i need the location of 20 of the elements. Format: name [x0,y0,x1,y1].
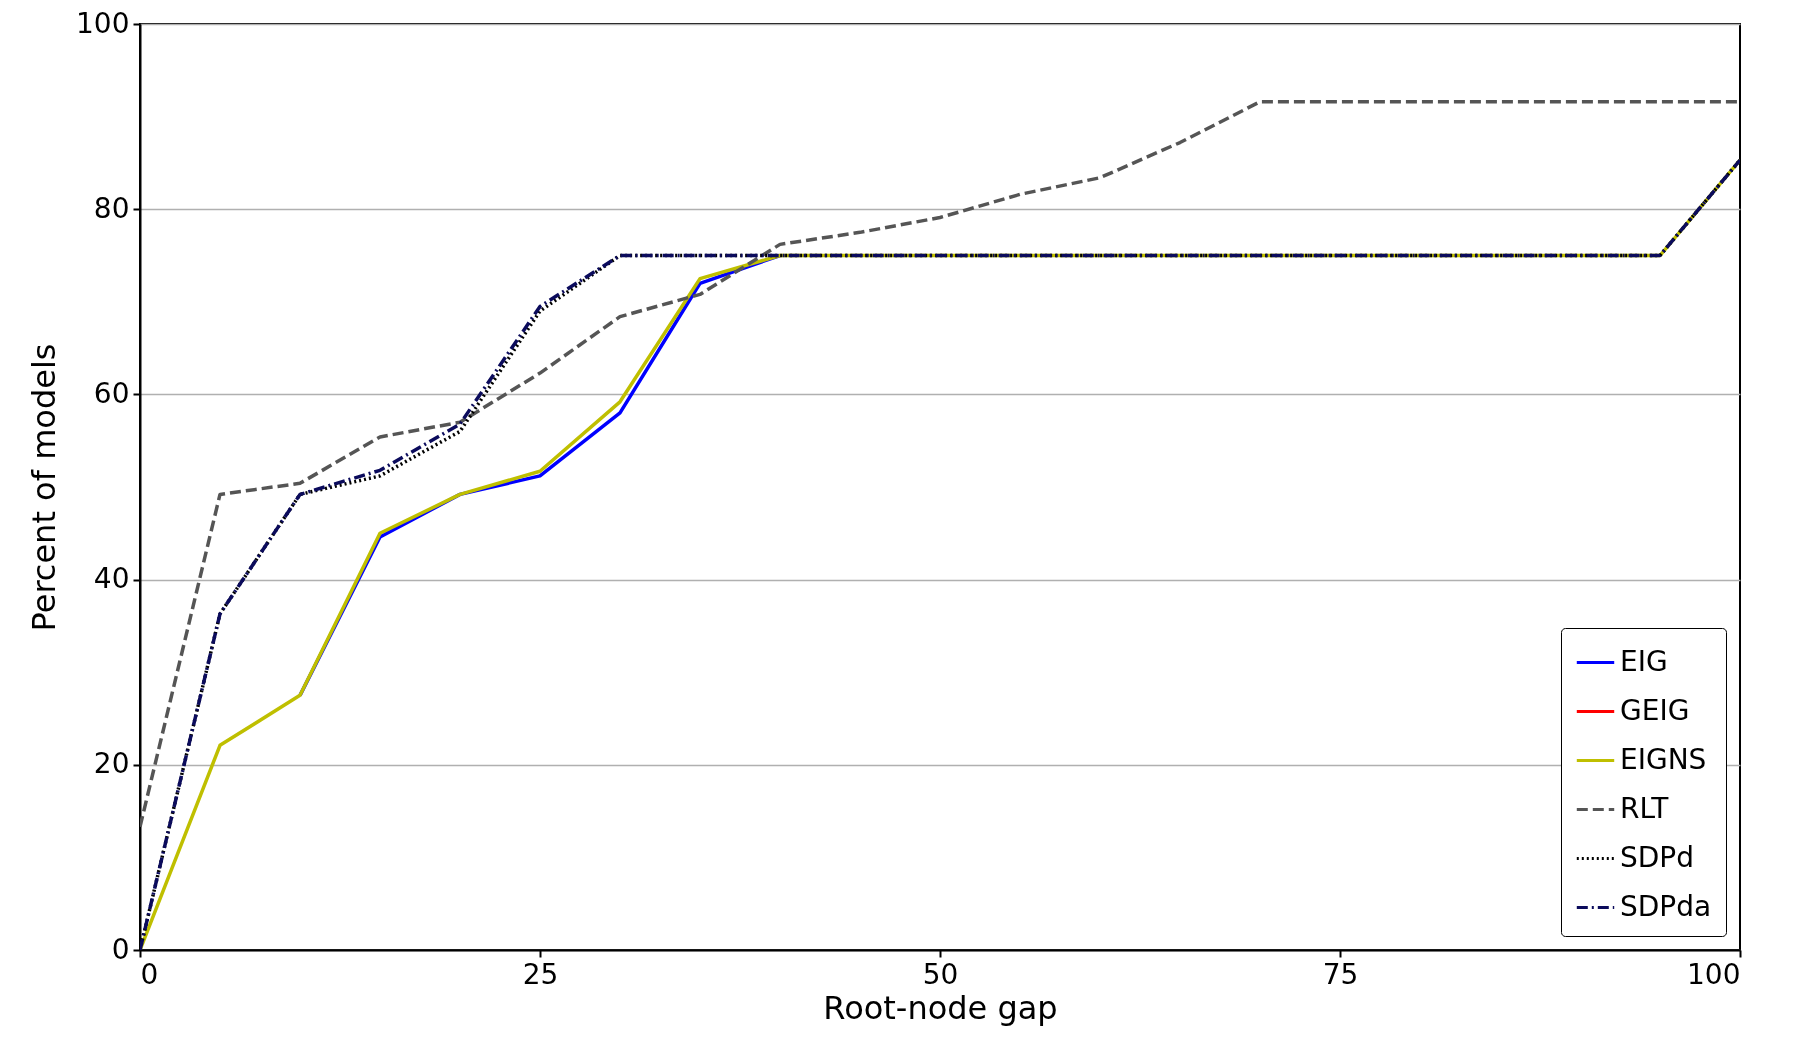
legend-label: SDPda [1620,889,1712,923]
y-tick-label: 40 [93,562,130,596]
y-tick-label: 20 [93,747,130,781]
x-tick-label: 50 [922,957,959,991]
x-tick-label: 0 [140,957,159,991]
legend-label: SDPd [1620,840,1694,874]
x-axis-title: Root-node gap [823,988,1058,1027]
y-tick-label: 80 [93,191,130,225]
y-tick-label: 100 [76,6,130,40]
y-tick-label: 60 [93,376,130,410]
y-axis-title: Percent of models [25,343,64,632]
legend-label: RLT [1620,791,1670,825]
x-tick-label: 100 [1687,957,1741,991]
legend-label: EIGNS [1620,742,1707,776]
y-tick-label: 0 [111,932,130,966]
legend-label: EIG [1620,644,1668,678]
x-tick-label: 25 [522,957,559,991]
legend-label: GEIG [1620,693,1690,727]
x-tick-label: 75 [1322,957,1359,991]
line-series [140,100,1740,829]
